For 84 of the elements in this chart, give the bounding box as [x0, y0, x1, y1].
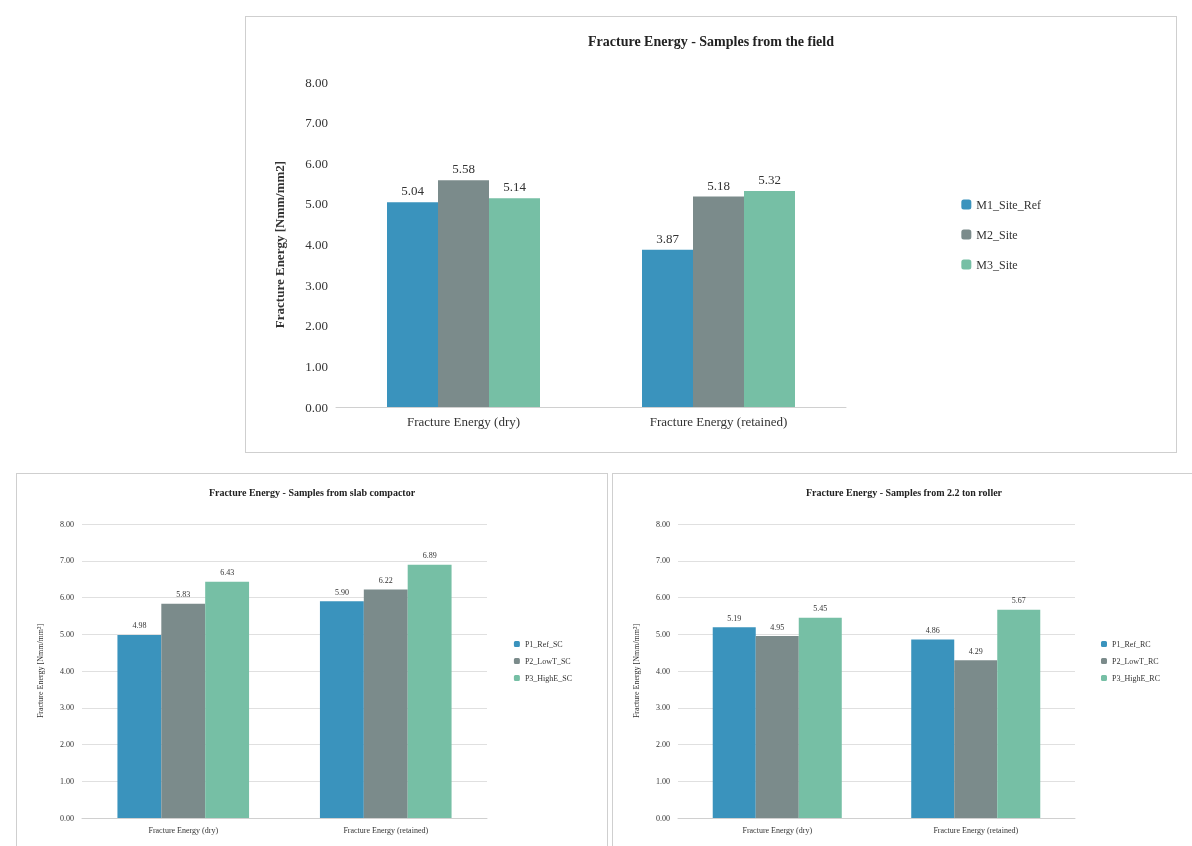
bar: [407, 564, 452, 818]
bar: [954, 660, 998, 818]
y-tick-label: 7.00: [656, 556, 670, 566]
legend-label: P1_Ref_RC: [1111, 639, 1151, 649]
bar: [744, 190, 795, 407]
chart-title: Fracture Energy - Samples from 2.2 ton roller: [805, 486, 1003, 498]
y-axis-title: Fracture Energy [Nmm/mm2]: [272, 160, 287, 329]
bar: [438, 180, 489, 407]
y-tick-label: 4.00: [60, 666, 74, 676]
y-tick-label: 2.00: [305, 318, 328, 334]
data-label: 5.04: [401, 183, 425, 199]
data-label: 4.29: [968, 646, 983, 656]
data-label: 5.32: [758, 171, 781, 187]
y-tick-label: 4.00: [305, 237, 328, 252]
y-tick-label: 8.00: [60, 519, 74, 529]
y-tick-label: 3.00: [656, 703, 670, 713]
y-tick-label: 0.00: [305, 399, 328, 415]
y-tick-label: 0.00: [60, 813, 74, 823]
legend-label: P2_LowT_SC: [524, 656, 571, 666]
data-label: 5.45: [813, 604, 828, 614]
y-tick-label: 6.00: [60, 593, 74, 602]
legend-label: P2_LowT_RC: [1111, 656, 1159, 666]
bar: [693, 196, 744, 407]
bar: [642, 249, 693, 407]
x-tick-label: Fracture Energy (retained): [343, 825, 429, 835]
data-label: 6.89: [422, 551, 437, 561]
bar: [798, 617, 842, 818]
legend-label: M3_Site: [976, 257, 1018, 272]
y-tick-label: 1.00: [305, 358, 328, 374]
y-tick-label: 3.00: [60, 703, 74, 713]
x-tick-label: Fracture Energy (retained): [649, 414, 788, 429]
bar: [205, 581, 250, 818]
data-label: 6.43: [220, 568, 235, 578]
bar: [997, 609, 1041, 818]
x-tick-label: Fracture Energy (retained): [933, 825, 1019, 835]
data-label: 5.83: [176, 590, 191, 600]
chart-title: Fracture Energy - Samples from slab compactor: [208, 486, 416, 498]
bar: [117, 634, 162, 818]
data-label: 6.22: [378, 575, 393, 585]
y-axis-title: Fracture Energy [Nmm/mm²]: [35, 623, 45, 719]
legend-label: M2_Site: [976, 227, 1018, 242]
legend-label: P1_Ref_SC: [524, 639, 563, 649]
y-tick-label: 5.00: [305, 196, 328, 212]
data-label: 5.90: [334, 587, 349, 597]
data-label: 4.95: [770, 622, 785, 632]
y-axis-title: Fracture Energy [Nmm/mm²]: [631, 623, 641, 719]
y-tick-label: 6.00: [305, 155, 328, 171]
bar: [911, 639, 955, 818]
y-tick-label: 5.00: [656, 629, 670, 639]
x-tick-label: Fracture Energy (dry): [742, 825, 813, 835]
y-tick-label: 3.00: [305, 277, 328, 293]
x-tick-label: Fracture Energy (dry): [148, 825, 219, 835]
bar: [161, 603, 206, 818]
data-label: 5.67: [1011, 596, 1026, 606]
y-tick-label: 7.00: [60, 556, 74, 566]
bar: [712, 627, 756, 818]
bar: [319, 601, 364, 818]
chart-title: Fracture Energy - Samples from the field: [588, 33, 835, 49]
data-label: 5.19: [727, 613, 742, 623]
legend-label: P3_HighE_RC: [1111, 673, 1161, 683]
y-tick-label: 8.00: [656, 519, 670, 529]
y-tick-label: 1.00: [656, 776, 670, 786]
y-tick-label: 2.00: [656, 740, 670, 749]
data-label: 5.14: [503, 179, 527, 195]
y-tick-label: 1.00: [60, 776, 74, 786]
legend-label: P3_HighE_SC: [524, 673, 572, 683]
y-tick-label: 2.00: [60, 740, 74, 749]
y-tick-label: 8.00: [305, 74, 328, 90]
bar: [387, 202, 438, 407]
legend-label: M1_Site_Ref: [976, 197, 1042, 212]
data-label: 4.86: [925, 625, 940, 635]
y-tick-label: 0.00: [656, 813, 670, 823]
y-tick-label: 4.00: [656, 666, 670, 676]
y-tick-label: 6.00: [656, 593, 670, 602]
data-label: 5.58: [452, 161, 475, 177]
y-tick-label: 7.00: [305, 115, 328, 131]
bar: [755, 636, 799, 818]
data-label: 3.87: [656, 230, 680, 246]
y-tick-label: 5.00: [60, 629, 74, 639]
x-tick-label: Fracture Energy (dry): [406, 414, 521, 429]
data-label: 5.18: [707, 177, 730, 193]
data-label: 4.98: [132, 621, 147, 631]
bar: [363, 589, 408, 818]
bar: [489, 198, 540, 407]
